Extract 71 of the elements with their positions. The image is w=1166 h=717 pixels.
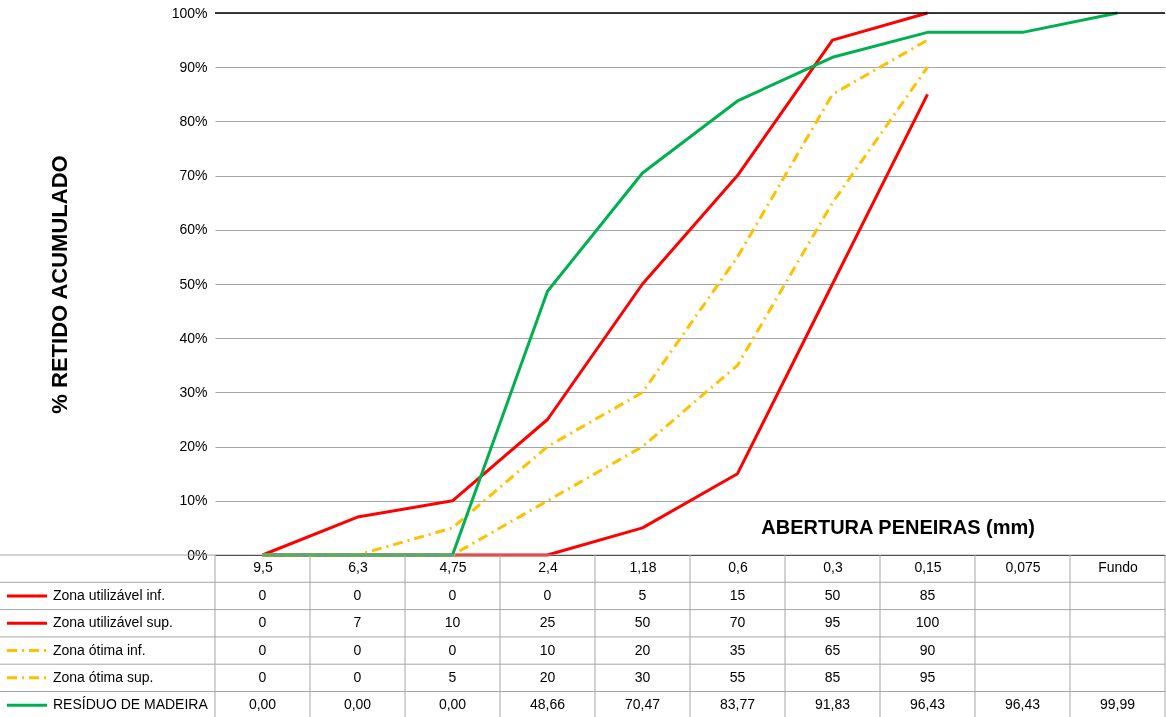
data-label: 0 xyxy=(448,641,457,658)
data-label: 5 xyxy=(448,668,457,685)
data-label: 25 xyxy=(539,614,556,631)
data-label: 0 xyxy=(258,668,267,685)
data-label: 48,66 xyxy=(529,696,566,713)
data-label: 0 xyxy=(448,586,457,603)
data-label: 50 xyxy=(824,586,841,603)
x-tick-label: 0,3 xyxy=(823,558,843,575)
x-tick-label: 1,18 xyxy=(629,558,657,575)
data-label: 0 xyxy=(353,586,362,603)
y-tick-label: 10% xyxy=(179,492,208,509)
line-series xyxy=(261,11,1119,557)
legend-label: Zona utilizável inf. xyxy=(53,586,166,603)
data-label: 0 xyxy=(258,641,267,658)
data-label: 91,83 xyxy=(814,696,851,713)
data-label: 0 xyxy=(258,586,267,603)
data-label: 30 xyxy=(634,668,651,685)
data-label: 50 xyxy=(634,614,651,631)
y-tick-label: 50% xyxy=(179,275,208,292)
y-tick-label: 0% xyxy=(187,546,208,563)
data-label: 15 xyxy=(729,586,746,603)
y-axis-title: % RETIDO ACUMULADO xyxy=(46,155,72,414)
x-tick-label: 0,6 xyxy=(728,558,748,575)
x-tick-label: Fundo xyxy=(1098,558,1139,575)
data-label: 85 xyxy=(919,586,936,603)
data-label: 96,43 xyxy=(909,696,946,713)
data-label: 99,99 xyxy=(1099,696,1136,713)
data-label: 95 xyxy=(824,614,841,631)
data-label: 70 xyxy=(729,614,746,631)
y-tick-label: 90% xyxy=(179,58,208,75)
y-tick-label: 40% xyxy=(179,329,208,346)
data-label: 0 xyxy=(543,586,552,603)
x-axis-title: ABERTURA PENEIRAS (mm) xyxy=(761,516,1035,538)
data-label: 70,47 xyxy=(624,696,661,713)
data-label: 20 xyxy=(634,641,651,658)
x-tick-label: 9,5 xyxy=(253,558,273,575)
data-label: 0 xyxy=(258,614,267,631)
legend-label: Zona ótima sup. xyxy=(53,668,154,685)
x-tick-label: 2,4 xyxy=(538,558,558,575)
legend-label: RESÍDUO DE MADEIRA xyxy=(53,696,209,713)
data-label: 10 xyxy=(444,614,461,631)
data-label: 100 xyxy=(915,614,940,631)
y-tick-label: 30% xyxy=(179,383,208,400)
data-label: 96,43 xyxy=(1004,696,1041,713)
legend-label: Zona ótima inf. xyxy=(53,641,146,658)
data-label: 83,77 xyxy=(719,696,756,713)
data-label: 0 xyxy=(353,668,362,685)
x-tick-label: 0,075 xyxy=(1005,558,1041,575)
y-tick-label: 20% xyxy=(179,438,208,455)
y-tick-label: 80% xyxy=(179,112,208,129)
data-label: 0,00 xyxy=(438,696,467,713)
data-label: 5 xyxy=(638,586,647,603)
data-label: 20 xyxy=(539,668,556,685)
data-label: 0,00 xyxy=(248,696,277,713)
data-label: 90 xyxy=(919,641,936,658)
data-label: 55 xyxy=(729,668,746,685)
y-tick-label: 60% xyxy=(179,221,208,238)
data-label: 35 xyxy=(729,641,746,658)
data-label: 85 xyxy=(824,668,841,685)
y-tick-label: 100% xyxy=(171,4,208,21)
x-tick-label: 6,3 xyxy=(348,558,368,575)
y-tick-label: 70% xyxy=(179,167,208,184)
data-label: 10 xyxy=(539,641,556,658)
data-label: 7 xyxy=(353,614,362,631)
data-label: 65 xyxy=(824,641,841,658)
x-tick-label: 4,75 xyxy=(439,558,467,575)
legend-label: Zona utilizável sup. xyxy=(53,614,173,631)
x-tick-label: 0,15 xyxy=(914,558,942,575)
data-label: 0 xyxy=(353,641,362,658)
data-label: 0,00 xyxy=(343,696,372,713)
data-label: 95 xyxy=(919,668,936,685)
